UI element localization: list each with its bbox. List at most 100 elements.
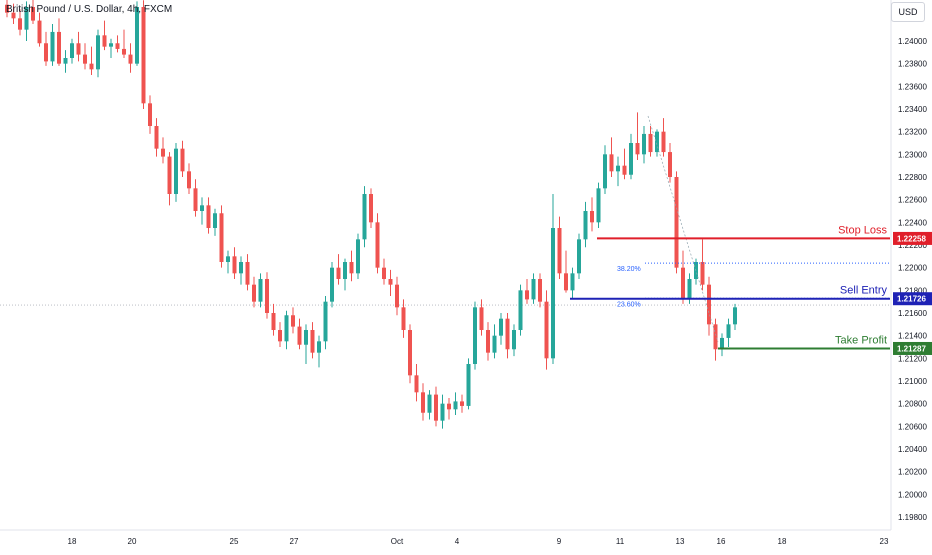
fib-382-label: 38.20% bbox=[617, 266, 641, 273]
candle-body bbox=[89, 63, 94, 70]
candle-body bbox=[57, 31, 61, 64]
candle-body bbox=[726, 324, 731, 338]
candle-body bbox=[102, 35, 107, 47]
candle-body bbox=[551, 228, 555, 359]
y-tick-label: 1.22600 bbox=[898, 196, 927, 205]
candle-body bbox=[154, 126, 159, 149]
candle-body bbox=[492, 335, 497, 353]
candle-body bbox=[570, 273, 575, 291]
candle-body bbox=[213, 213, 217, 228]
candle-body bbox=[395, 284, 399, 308]
y-tick-label: 1.22000 bbox=[898, 264, 927, 273]
x-tick-label: 18 bbox=[778, 537, 787, 546]
candle-body bbox=[187, 171, 191, 189]
candle-body bbox=[122, 48, 126, 55]
candle-body bbox=[141, 7, 146, 104]
candle-body bbox=[603, 154, 607, 189]
candle-body bbox=[557, 228, 562, 274]
candle-body bbox=[252, 284, 256, 302]
candle-body bbox=[336, 267, 341, 279]
candle-body bbox=[297, 326, 302, 345]
candle-body bbox=[707, 284, 711, 325]
stop-loss-price-tag bbox=[893, 231, 932, 245]
candle-body bbox=[304, 330, 308, 345]
sell-entry-price-text: 1.21726 bbox=[897, 295, 926, 304]
candle-body bbox=[427, 394, 432, 413]
candle-body bbox=[44, 43, 48, 62]
candle-body bbox=[616, 165, 620, 172]
candle-body bbox=[609, 154, 614, 172]
y-tick-label: 1.22200 bbox=[898, 241, 927, 250]
x-tick-label: 13 bbox=[676, 537, 685, 546]
candle-body bbox=[525, 290, 529, 300]
candle-body bbox=[362, 194, 367, 240]
candle-body bbox=[167, 156, 172, 194]
candle-body bbox=[460, 401, 464, 406]
x-tick-label: Oct bbox=[391, 537, 404, 546]
candle-body bbox=[128, 54, 133, 64]
candle-body bbox=[421, 392, 425, 413]
candle-body bbox=[24, 7, 29, 30]
x-tick-label: 20 bbox=[128, 537, 137, 546]
candle-body bbox=[538, 279, 542, 302]
candle-body bbox=[414, 375, 419, 393]
y-tick-label: 1.23600 bbox=[898, 82, 927, 91]
candle-body bbox=[200, 205, 204, 211]
candle-body bbox=[258, 279, 263, 302]
y-tick-label: 1.21600 bbox=[898, 309, 927, 318]
candle-body bbox=[388, 279, 393, 285]
candle-body bbox=[11, 12, 16, 19]
y-tick-label: 1.20200 bbox=[898, 468, 927, 477]
stop-loss-price-text: 1.22258 bbox=[897, 234, 926, 243]
candle-body bbox=[5, 4, 9, 13]
candle-body bbox=[661, 131, 666, 153]
y-tick-label: 1.22800 bbox=[898, 173, 927, 182]
candle-body bbox=[382, 267, 386, 279]
candle-body bbox=[284, 315, 289, 342]
candle-body bbox=[583, 211, 588, 240]
y-tick-label: 1.20800 bbox=[898, 400, 927, 409]
candle-body bbox=[161, 148, 165, 157]
candle-body bbox=[564, 273, 568, 291]
candle-body bbox=[219, 213, 224, 262]
candle-body bbox=[37, 20, 42, 44]
candle-body bbox=[278, 330, 282, 342]
y-tick-label: 1.23800 bbox=[898, 60, 927, 69]
candle-body bbox=[317, 341, 321, 353]
y-tick-label: 1.19800 bbox=[898, 513, 927, 522]
candle-body bbox=[512, 330, 516, 350]
stop-loss-label: Stop Loss bbox=[838, 224, 887, 236]
y-tick-label: 1.21200 bbox=[898, 354, 927, 363]
candle-body bbox=[648, 133, 653, 153]
candle-body bbox=[408, 330, 412, 376]
sell-entry-label: Sell Entry bbox=[840, 285, 888, 297]
take-profit-price-tag bbox=[893, 341, 932, 355]
candle-body bbox=[70, 43, 74, 58]
take-profit-label: Take Profit bbox=[835, 334, 887, 346]
candle-body bbox=[265, 279, 269, 313]
y-tick-label: 1.21000 bbox=[898, 377, 927, 386]
candle-body bbox=[206, 205, 211, 228]
fib-236-label: 23.60% bbox=[617, 301, 641, 308]
y-tick-label: 1.23000 bbox=[898, 150, 927, 159]
y-tick-label: 1.20000 bbox=[898, 490, 927, 499]
candle-body bbox=[635, 143, 640, 155]
candle-body bbox=[440, 403, 445, 421]
candle-body bbox=[668, 152, 672, 177]
candle-body bbox=[226, 256, 230, 262]
candle-body bbox=[330, 267, 334, 302]
symbol-title: British Pound / U.S. Dollar, 4h, FXCM bbox=[6, 4, 173, 15]
currency-button[interactable]: USD bbox=[891, 2, 925, 22]
candle-body bbox=[245, 262, 250, 285]
candle-body bbox=[544, 301, 549, 359]
candle-body bbox=[518, 290, 523, 330]
candle-body bbox=[291, 315, 295, 327]
candle-body bbox=[629, 143, 633, 175]
candle-body bbox=[674, 177, 679, 268]
candle-body bbox=[499, 318, 503, 336]
candle-body bbox=[505, 318, 510, 350]
candle-body bbox=[720, 337, 724, 350]
y-tick-label: 1.20600 bbox=[898, 422, 927, 431]
